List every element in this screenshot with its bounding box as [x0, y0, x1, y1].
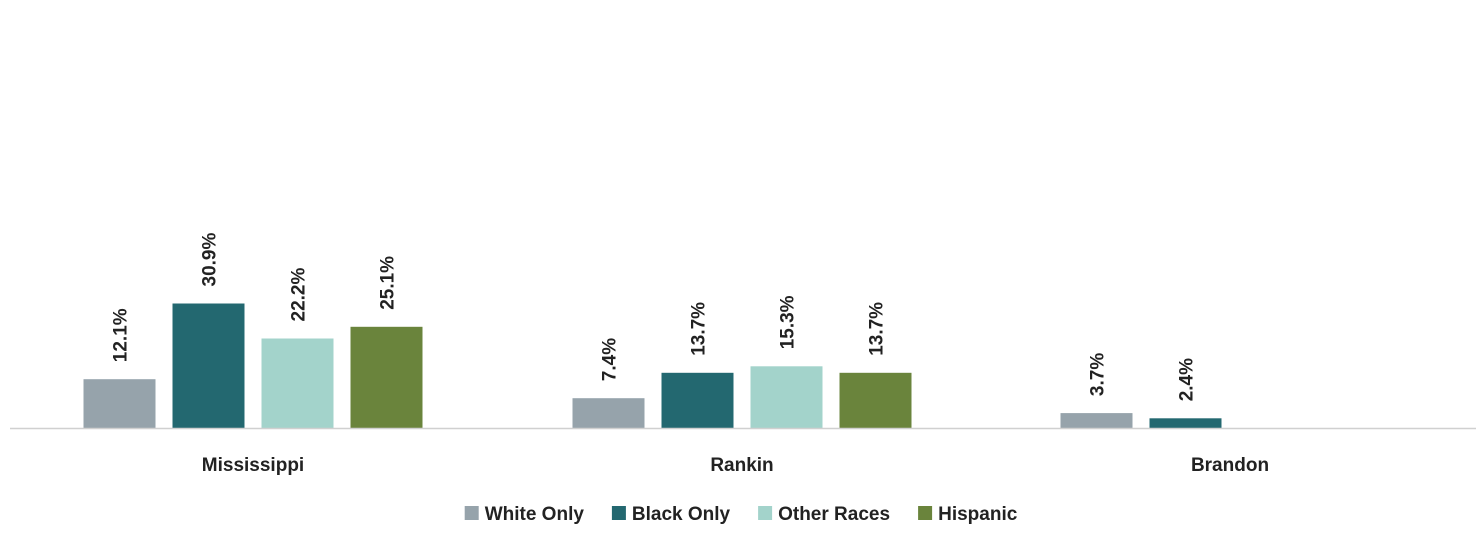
bar-mississippi-other-races — [261, 338, 334, 428]
data-label-mississippi-white-only: 12.1% — [111, 308, 132, 362]
legend-label-other-races: Other Races — [778, 504, 890, 525]
data-label-mississippi-hispanic: 25.1% — [378, 256, 399, 310]
bar-brandon-white-only — [1060, 413, 1133, 428]
bars-layer — [83, 303, 1222, 428]
legend-swatch-white-only — [464, 506, 479, 520]
data-label-brandon-black-only: 2.4% — [1177, 358, 1198, 401]
bar-mississippi-white-only — [83, 379, 156, 428]
legend-label-white-only: White Only — [485, 504, 585, 525]
data-labels-layer: 12.1% 30.9% 22.2% 25.1% 7.4% 13.7% 15.3% 13.7% 3… — [111, 233, 1198, 402]
data-label-mississippi-other-races: 22.2% — [289, 268, 310, 322]
category-label-mississippi: Mississippi — [202, 455, 304, 476]
legend-label-hispanic: Hispanic — [938, 504, 1018, 525]
legend-swatch-other-races — [758, 506, 773, 520]
bar-mississippi-black-only — [172, 303, 245, 428]
legend-swatch-hispanic — [918, 506, 933, 520]
legend-item-black-only: Black Only — [611, 504, 731, 525]
legend-item-hispanic: Hispanic — [918, 504, 1018, 525]
bar-rankin-hispanic — [839, 372, 912, 428]
data-label-rankin-black-only: 13.7% — [689, 302, 710, 356]
data-label-brandon-white-only: 3.7% — [1088, 353, 1109, 396]
legend-swatch-black-only — [611, 506, 626, 520]
bar-brandon-black-only — [1149, 418, 1222, 428]
legend: White Only Black Only Other Races Hispanic — [464, 504, 1018, 525]
data-label-mississippi-black-only: 30.9% — [200, 233, 221, 287]
category-label-rankin: Rankin — [710, 455, 773, 476]
category-label-brandon: Brandon — [1191, 455, 1269, 476]
category-labels-layer: Mississippi Rankin Brandon — [202, 455, 1269, 476]
legend-item-other-races: Other Races — [758, 504, 890, 525]
bar-rankin-other-races — [750, 366, 823, 428]
legend-label-black-only: Black Only — [632, 504, 731, 525]
data-label-rankin-white-only: 7.4% — [600, 338, 621, 381]
legend-item-white-only: White Only — [464, 504, 585, 525]
bar-rankin-white-only — [572, 398, 645, 428]
bar-mississippi-hispanic — [350, 326, 423, 428]
bar-rankin-black-only — [661, 372, 734, 428]
data-label-rankin-hispanic: 13.7% — [867, 302, 888, 356]
data-label-rankin-other-races: 15.3% — [778, 295, 799, 349]
